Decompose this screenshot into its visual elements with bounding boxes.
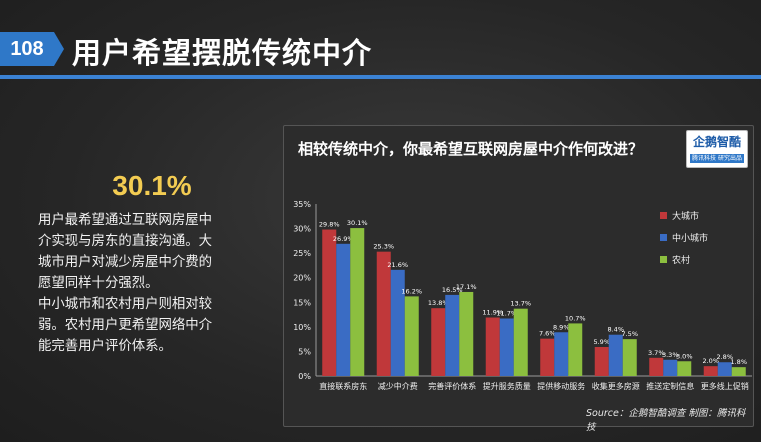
y-tick-label: 10%: [293, 323, 311, 332]
page-title: 用户希望摆脱传统中介: [72, 36, 373, 70]
data-label: 13.7%: [510, 300, 531, 308]
slide-number: 108: [0, 32, 54, 66]
data-label: 16.5%: [442, 286, 463, 294]
x-tick-label: 更多线上促销: [701, 381, 749, 391]
x-tick-label: 直接联系房东: [319, 381, 367, 391]
x-tick-label: 推送定制信息: [646, 381, 694, 391]
data-label: 8.9%: [553, 323, 570, 331]
data-label: 1.8%: [730, 358, 747, 366]
bar: [459, 291, 474, 376]
data-label: 2.8%: [716, 353, 733, 361]
data-label: 2.0%: [702, 357, 719, 365]
chart-panel: 相较传统中介，你最希望互联网房屋中介作何改进？ 企鹅智酷 腾讯科技 研究出品 0…: [283, 125, 754, 433]
x-tick-label: 完善评价体系: [428, 381, 476, 391]
data-label: 11.9%: [482, 309, 503, 317]
y-tick-label: 0%: [298, 372, 311, 381]
data-label: 26.9%: [333, 235, 354, 243]
y-tick-label: 5%: [298, 347, 311, 356]
legend-label: 大城市: [672, 210, 699, 222]
summary-line: 愿望同样十分强烈。: [38, 276, 159, 291]
logo: 企鹅智酷 腾讯科技 研究出品: [686, 130, 748, 168]
data-label: 30.1%: [347, 219, 368, 227]
data-label: 17.1%: [456, 283, 477, 291]
bar: [608, 334, 623, 376]
bar: [336, 243, 351, 376]
data-label: 25.3%: [373, 243, 394, 251]
y-tick-label: 35%: [293, 200, 311, 209]
bar: [568, 323, 583, 376]
bar: [485, 317, 500, 376]
bar: [499, 318, 514, 376]
headline-stat: 30.1%: [112, 170, 192, 201]
bar: [677, 361, 692, 376]
data-label: 10.7%: [565, 314, 586, 322]
data-label: 3.0%: [676, 352, 693, 360]
bar-chart: 0% 5% 10% 15% 20% 25% 30% 35% 29.8% 26.9% 30.1% 直接联…: [293, 200, 752, 391]
x-tick-label: 提供移动服务: [537, 381, 585, 391]
summary-line: 能完善用户评价体系。: [38, 339, 172, 354]
legend-swatch: [660, 256, 667, 263]
y-tick-label: 25%: [293, 249, 311, 258]
data-label: 29.8%: [319, 221, 340, 229]
bar: [663, 359, 678, 376]
chart-title: 相较传统中介，你最希望互联网房屋中介作何改进？: [298, 140, 644, 158]
x-tick-label: 收集更多房源: [592, 381, 640, 391]
bar: [376, 251, 391, 376]
legend-swatch: [660, 212, 667, 219]
legend-swatch: [660, 234, 667, 241]
logo-name: 企鹅智酷: [692, 135, 741, 149]
bar: [513, 308, 528, 376]
data-label: 5.9%: [593, 338, 610, 346]
data-label: 21.6%: [387, 261, 408, 269]
summary-line: 介实现与房东的直接沟通。大: [38, 234, 213, 249]
slide-number-arrow: [54, 32, 64, 66]
summary-line: 中小城市和农村用户则相对较: [38, 297, 213, 312]
data-label: 3.7%: [648, 349, 665, 357]
bar: [703, 366, 718, 376]
summary-line: 用户最希望通过互联网房屋中: [38, 213, 213, 228]
summary-line: 弱。农村用户更希望网络中介: [38, 318, 213, 333]
bar: [594, 347, 609, 376]
bar: [717, 362, 732, 376]
bar: [390, 269, 405, 376]
bar: [404, 296, 419, 376]
x-tick-label: 提升服务质量: [483, 381, 531, 391]
source-note: Source：企鹅智酷调查 制图：腾讯科技: [586, 408, 746, 433]
bar: [731, 367, 746, 376]
bar: [322, 229, 337, 376]
bar: [540, 338, 555, 376]
summary-block: 30.1% 用户最希望通过互联网房屋中 介实现与房东的直接沟通。大 城市用户对减…: [38, 170, 248, 357]
summary-line: 城市用户对减少房屋中介费的: [38, 255, 213, 270]
data-label: 7.5%: [621, 330, 638, 338]
data-label: 7.6%: [539, 330, 556, 338]
logo-tagline: 腾讯科技 研究出品: [690, 154, 744, 163]
header-divider: [0, 75, 761, 79]
summary-text: 用户最希望通过互联网房屋中 介实现与房东的直接沟通。大 城市用户对减少房屋中介费…: [38, 210, 248, 357]
legend-label: 中小城市: [672, 232, 708, 244]
y-tick-label: 30%: [293, 225, 311, 234]
legend-label: 农村: [672, 254, 690, 266]
y-tick-label: 15%: [293, 298, 311, 307]
bar: [350, 228, 365, 376]
x-tick-label: 减少中介费: [378, 381, 418, 391]
bar: [431, 308, 446, 376]
data-label: 13.8%: [428, 299, 449, 307]
header-bar: 108 用户希望摆脱传统中介: [0, 0, 761, 80]
bar: [649, 357, 664, 376]
data-label: 16.2%: [401, 287, 422, 295]
bar: [445, 294, 460, 376]
data-label: 3.3%: [662, 351, 679, 359]
bar: [622, 339, 637, 376]
data-label: 8.4%: [607, 326, 624, 334]
bar: [554, 332, 569, 376]
data-label: 11.7%: [496, 310, 517, 318]
y-tick-label: 20%: [293, 274, 311, 283]
